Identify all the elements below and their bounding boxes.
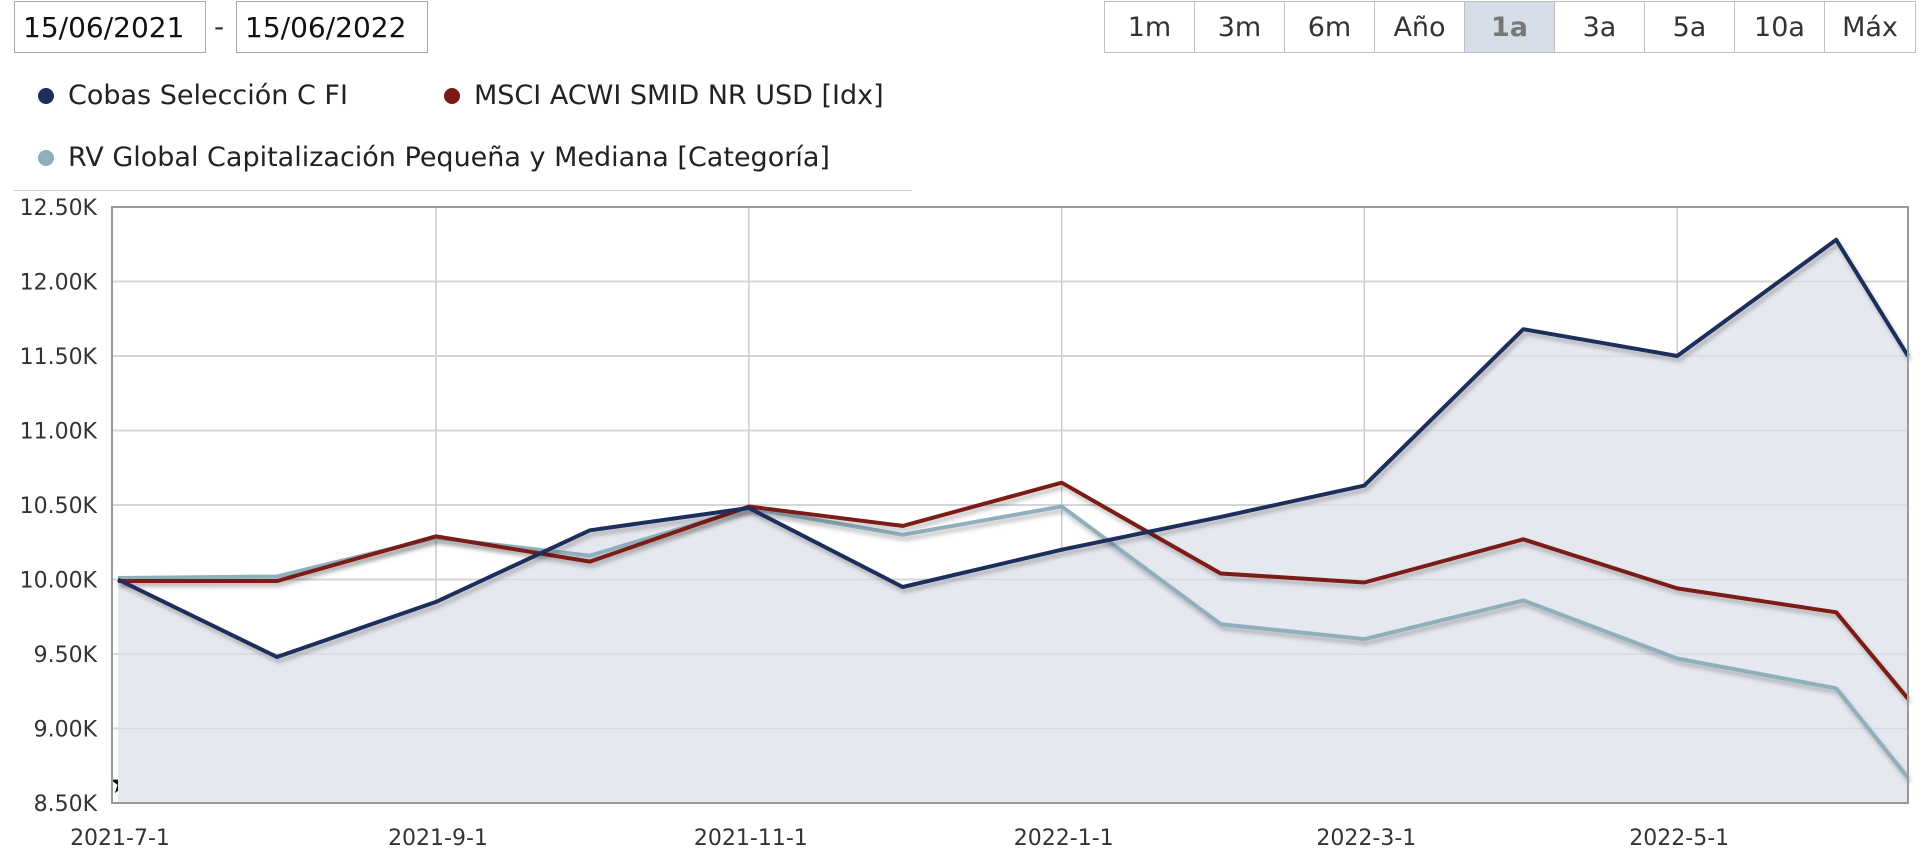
legend-dot-icon xyxy=(444,87,460,104)
x-tick-label: 2021-9-1 xyxy=(388,826,488,851)
y-tick-label: 11.00K xyxy=(20,420,98,445)
date-to-input[interactable] xyxy=(236,1,428,53)
series-line-fund xyxy=(117,237,1910,659)
y-tick-label: 12.00K xyxy=(20,271,98,296)
y-tick-label: 8.50K xyxy=(34,792,98,817)
y-tick-label: 12.50K xyxy=(20,196,98,221)
range-button-max[interactable]: Máx xyxy=(1825,2,1915,52)
legend-label: Cobas Selección C FI xyxy=(68,80,348,111)
y-tick-label: 11.50K xyxy=(20,345,98,370)
range-button-1m[interactable]: 1m xyxy=(1105,2,1195,52)
range-button-10y[interactable]: 10a xyxy=(1735,2,1825,52)
series-area-fund xyxy=(118,239,1908,803)
series-line-index xyxy=(118,480,1910,700)
x-tick-label: 2021-7-1 xyxy=(70,826,170,851)
plot-border xyxy=(111,206,1909,804)
date-separator: - xyxy=(214,10,225,43)
legend-dot-icon xyxy=(38,87,54,104)
x-tick-label: 2021-11-1 xyxy=(694,826,808,851)
range-button-3m[interactable]: 3m xyxy=(1195,2,1285,52)
chart-legend: Cobas Selección C FI MSCI ACWI SMID NR U… xyxy=(14,66,912,191)
y-tick-label: 9.00K xyxy=(34,718,98,743)
range-button-5y[interactable]: 5a xyxy=(1645,2,1735,52)
x-tick-label: 2022-1-1 xyxy=(1014,826,1114,851)
y-tick-label: 10.00K xyxy=(20,569,98,594)
legend-label: MSCI ACWI SMID NR USD [Idx] xyxy=(474,80,884,111)
legend-label: RV Global Capitalización Pequeña y Media… xyxy=(68,142,830,173)
range-selector: 1m 3m 6m Año 1a 3a 5a 10a Máx xyxy=(1104,1,1916,53)
y-tick-label: 10.50K xyxy=(20,494,98,519)
range-button-ytd[interactable]: Año xyxy=(1375,2,1465,52)
legend-dot-icon xyxy=(38,149,54,166)
x-tick-label: 2022-3-1 xyxy=(1316,826,1416,851)
legend-item-index[interactable]: MSCI ACWI SMID NR USD [Idx] xyxy=(444,80,884,111)
range-button-1y[interactable]: 1a xyxy=(1465,2,1555,52)
x-tick-label: 2022-5-1 xyxy=(1629,826,1729,851)
range-button-6m[interactable]: 6m xyxy=(1285,2,1375,52)
date-from-input[interactable] xyxy=(14,1,206,53)
legend-item-fund[interactable]: Cobas Selección C FI xyxy=(38,80,348,111)
range-button-3y[interactable]: 3a xyxy=(1555,2,1645,52)
legend-item-category[interactable]: RV Global Capitalización Pequeña y Media… xyxy=(38,142,830,173)
y-tick-label: 9.50K xyxy=(34,643,98,668)
